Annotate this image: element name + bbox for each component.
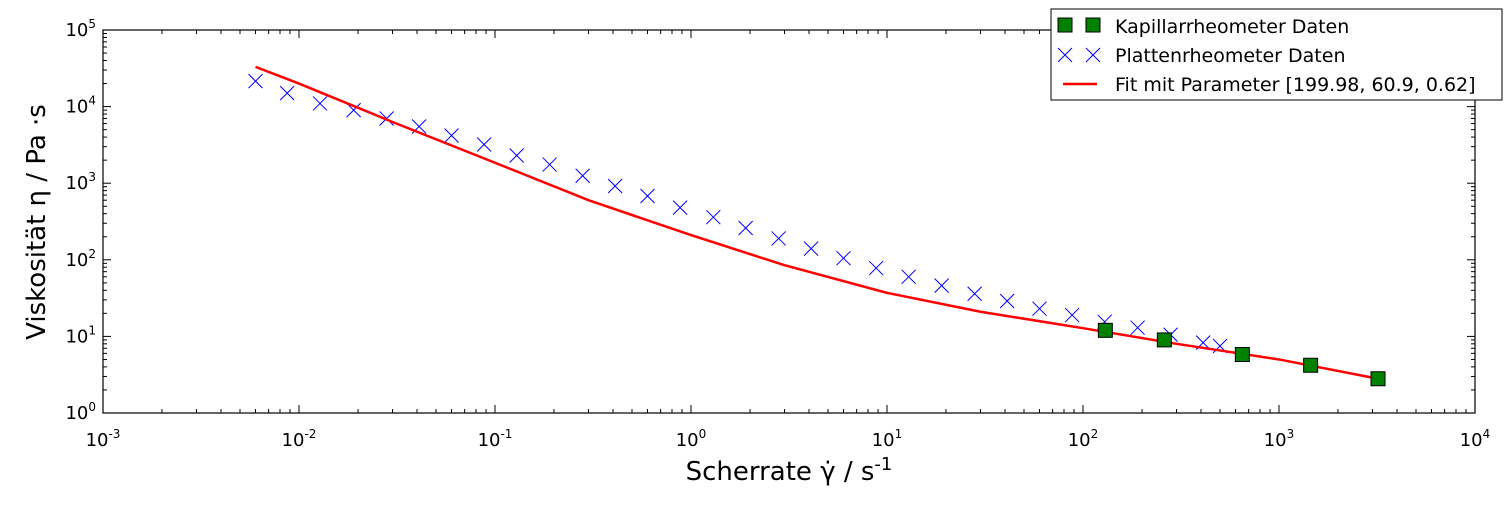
plattenrheometer-point <box>444 128 459 143</box>
legend: Kapillarrheometer Daten Plattenrheometer … <box>1050 8 1503 101</box>
plattenrheometer-point <box>575 168 590 184</box>
x-tick-label: 101 <box>872 427 903 451</box>
y-axis-label: Viskosität η / Pa ·s <box>22 104 52 340</box>
x-tick-label: 10-2 <box>282 427 317 451</box>
plattenrheometer-point <box>803 241 819 256</box>
x-tick-label: 104 <box>1460 427 1491 451</box>
plattenrheometer-point <box>607 178 623 194</box>
plattenrheometer-point <box>476 137 492 152</box>
plattenrheometer-point <box>771 231 786 246</box>
y-tick-label: 102 <box>65 247 96 271</box>
plattenrheometer-point <box>901 269 917 285</box>
plattenrheometer-point <box>738 220 753 236</box>
x-tick-labels: 10-3 10-2 10-1 100 101 102 103 104 <box>86 427 1491 451</box>
legend-x-marker <box>1085 47 1101 63</box>
kapillarrheometer-point <box>1370 371 1386 387</box>
plattenrheometer-point <box>836 250 851 266</box>
plattenrheometer-point <box>279 85 295 101</box>
plattenrheometer-point <box>999 293 1015 309</box>
kapillarrheometer-point <box>1156 332 1172 348</box>
plattenrheometer-point <box>640 188 655 204</box>
data-marks <box>248 65 1386 387</box>
kapillarrheometer-point <box>1097 322 1113 338</box>
y-tick-label: 103 <box>65 170 96 194</box>
legend-square-marker <box>1085 17 1101 33</box>
plattenrheometer-point <box>868 260 884 276</box>
legend-square-marker <box>1057 17 1073 33</box>
plattenrheometer-point <box>312 96 328 111</box>
plattenrheometer-point <box>934 278 949 293</box>
plattenrheometer-point <box>346 102 361 118</box>
fit-line <box>255 65 1379 380</box>
plattenrheometer-point <box>967 286 982 302</box>
y-tick-label: 100 <box>65 400 96 424</box>
plattenrheometer-point <box>1130 320 1145 336</box>
legend-label: Plattenrheometer Daten <box>1115 45 1346 67</box>
y-tick-label: 105 <box>65 17 96 41</box>
y-tick-label: 101 <box>65 323 96 347</box>
plattenrheometer-point <box>705 209 721 225</box>
x-tick-label: 102 <box>1068 427 1099 451</box>
kapillarrheometer-point <box>1303 357 1319 373</box>
legend-label: Fit mit Parameter [199.98, 60.9, 0.62] <box>1115 74 1476 96</box>
plattenrheometer-point <box>542 157 557 172</box>
plattenrheometer-point <box>1032 301 1047 317</box>
x-tick-label: 100 <box>676 427 707 451</box>
plattenrheometer-point <box>509 148 525 163</box>
legend-box <box>1050 8 1503 101</box>
plattenrheometer-point <box>248 73 263 89</box>
legend-label: Kapillarrheometer Daten <box>1115 16 1349 38</box>
legend-entry: Kapillarrheometer Daten <box>1057 16 1349 38</box>
x-axis-label: Scherrate γ̇ / s-1 <box>686 454 893 487</box>
kapillarrheometer-point <box>1234 347 1250 363</box>
plattenrheometer-point <box>1064 307 1080 323</box>
x-tick-label: 10-3 <box>86 427 121 451</box>
legend-entry: Fit mit Parameter [199.98, 60.9, 0.62] <box>1063 74 1476 96</box>
y-tick-labels: 100 101 102 103 104 105 <box>65 17 96 424</box>
x-tick-label: 103 <box>1264 427 1295 451</box>
legend-entry: Plattenrheometer Daten <box>1057 45 1346 67</box>
legend-x-marker <box>1057 47 1073 63</box>
y-tick-label: 104 <box>65 94 96 118</box>
kapillarrheometer-series <box>1097 322 1386 387</box>
axis-ticks <box>102 29 1476 414</box>
x-tick-label: 10-1 <box>478 427 513 451</box>
plattenrheometer-point <box>672 200 688 215</box>
